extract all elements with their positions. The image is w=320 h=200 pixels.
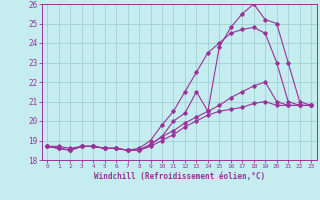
X-axis label: Windchill (Refroidissement éolien,°C): Windchill (Refroidissement éolien,°C) <box>94 172 265 181</box>
